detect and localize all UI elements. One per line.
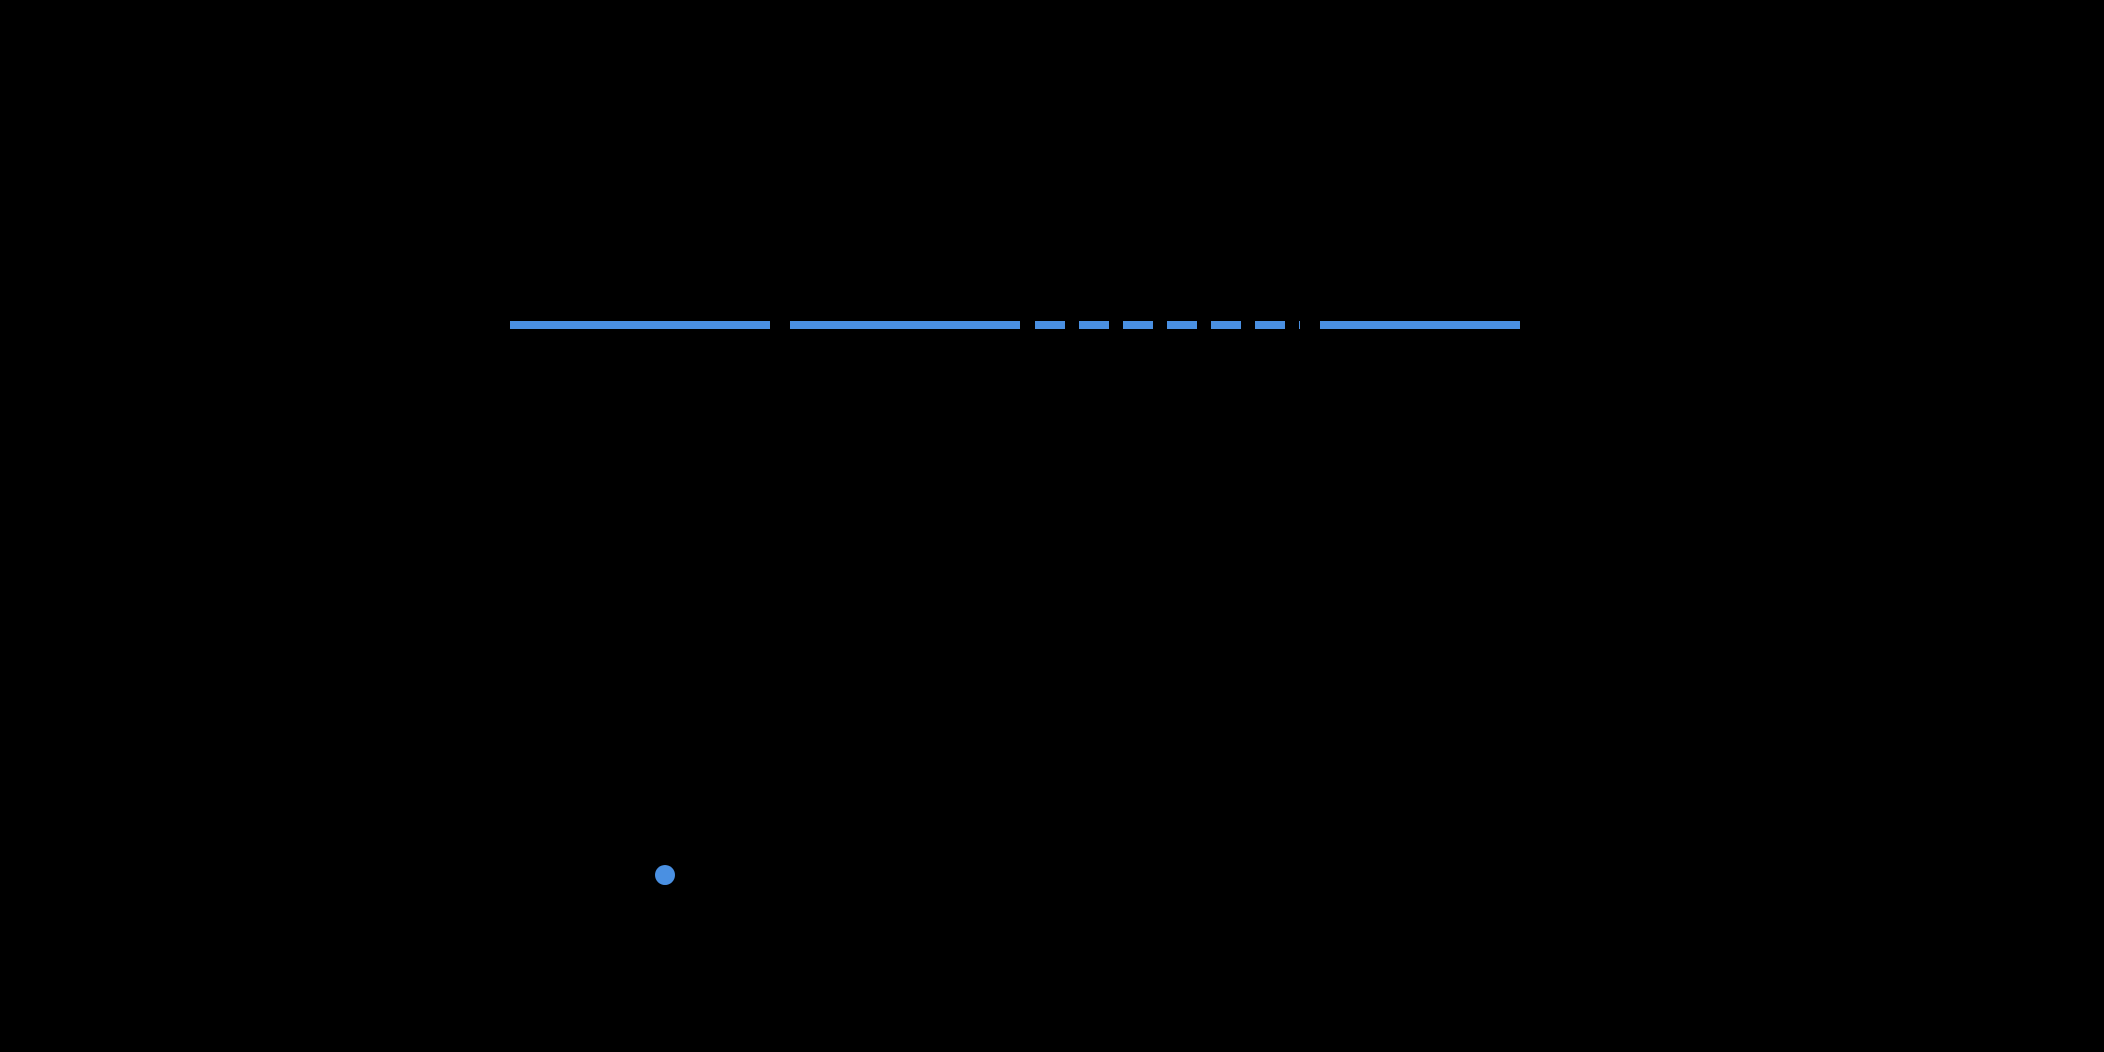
figure-canvas xyxy=(0,0,2104,1052)
marker-dot xyxy=(655,865,675,885)
chart-svg xyxy=(0,0,2104,1052)
